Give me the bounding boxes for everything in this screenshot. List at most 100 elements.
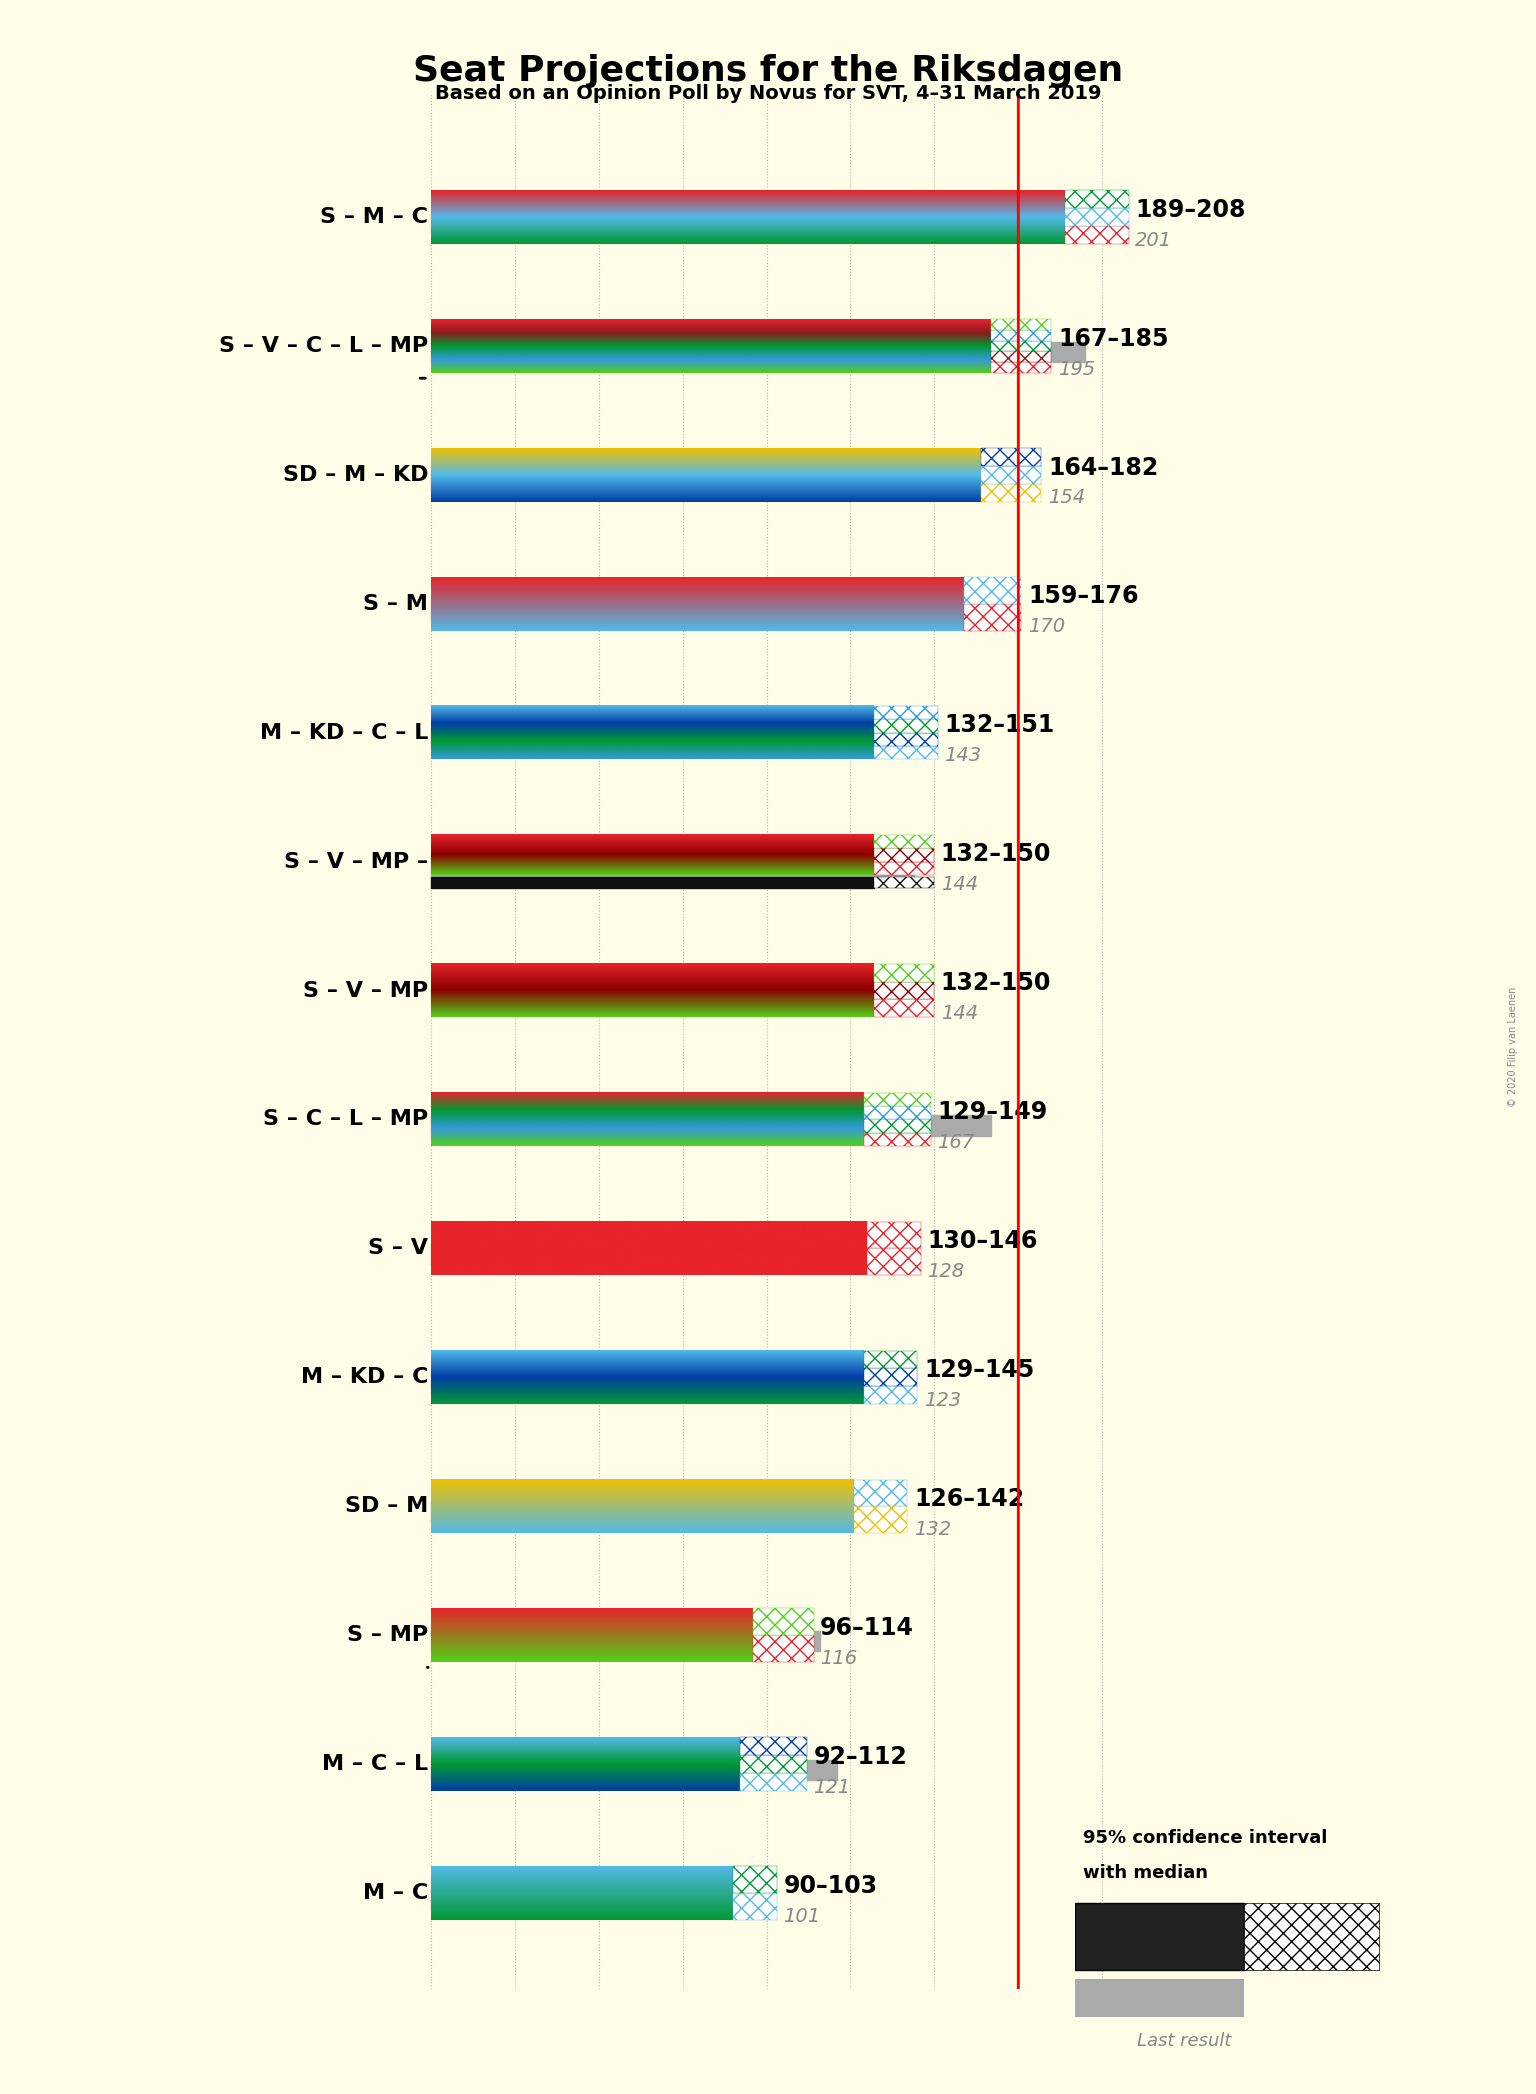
Bar — [874, 861, 934, 875]
Text: S – M: S – M — [362, 595, 429, 614]
Text: M – C – L: M – C – L — [323, 1755, 429, 1774]
Bar — [965, 578, 1021, 603]
Bar — [432, 1116, 991, 1135]
Text: 132: 132 — [914, 1520, 951, 1539]
Text: S – V: S – V — [369, 1238, 429, 1258]
Text: Last result: Last result — [1137, 2031, 1230, 2050]
Bar — [753, 1608, 814, 1635]
Bar — [874, 982, 934, 999]
Bar — [874, 720, 937, 733]
Text: 132–151: 132–151 — [945, 714, 1055, 737]
Bar — [432, 599, 1001, 620]
Text: SD – M – KD: SD – M – KD — [283, 465, 429, 486]
Text: 96–114: 96–114 — [820, 1617, 914, 1640]
Text: 159–176: 159–176 — [1028, 584, 1138, 609]
Bar — [854, 1480, 908, 1506]
Bar — [432, 1889, 770, 1910]
Bar — [874, 963, 934, 982]
Bar — [991, 341, 1052, 352]
Text: M – C: M – C — [362, 1883, 429, 1903]
Bar — [874, 733, 937, 745]
Text: 144: 144 — [942, 1005, 978, 1024]
Bar — [432, 1761, 837, 1780]
Bar — [991, 352, 1052, 362]
Text: 189–208: 189–208 — [1135, 197, 1246, 222]
Bar — [982, 448, 1041, 467]
Text: 130–146: 130–146 — [928, 1229, 1038, 1252]
Text: 164–182: 164–182 — [1048, 456, 1158, 480]
Bar — [991, 362, 1052, 373]
Text: S – M – C: S – M – C — [319, 207, 429, 226]
Text: S – V – MP –: S – V – MP – — [284, 852, 429, 871]
Text: 167: 167 — [937, 1133, 975, 1152]
Bar — [432, 471, 948, 492]
Text: © 2020 Filip van Laenen: © 2020 Filip van Laenen — [1508, 986, 1518, 1108]
Text: 90–103: 90–103 — [783, 1874, 877, 1897]
Text: 129–145: 129–145 — [925, 1357, 1034, 1382]
Bar — [965, 603, 1021, 630]
Bar — [863, 1120, 931, 1133]
Bar — [432, 877, 874, 888]
Bar — [991, 331, 1052, 341]
Text: M – KD – C – L: M – KD – C – L — [260, 722, 429, 743]
Text: 95% confidence interval: 95% confidence interval — [1083, 1828, 1327, 1847]
Text: 143: 143 — [945, 745, 982, 764]
Text: S – V – MP: S – V – MP — [303, 980, 429, 1001]
Bar — [432, 986, 914, 1007]
Bar — [991, 318, 1052, 331]
Text: 154: 154 — [1048, 488, 1086, 507]
Bar — [432, 729, 911, 750]
Bar — [863, 1106, 931, 1120]
Text: SD – M: SD – M — [346, 1497, 429, 1516]
Text: S – C – L – MP: S – C – L – MP — [263, 1110, 429, 1129]
Bar — [733, 1866, 777, 1893]
Bar — [874, 999, 934, 1018]
Text: 201: 201 — [1135, 230, 1172, 249]
Bar — [874, 836, 934, 848]
Text: 195: 195 — [1058, 360, 1095, 379]
Bar — [874, 706, 937, 720]
Bar — [1064, 191, 1129, 207]
Bar — [874, 877, 934, 888]
Bar — [874, 745, 937, 760]
Bar — [432, 1374, 843, 1393]
Text: S – V – C – L – MP: S – V – C – L – MP — [220, 335, 429, 356]
Text: with median: with median — [1083, 1864, 1207, 1883]
Bar — [1244, 1903, 1379, 1970]
Text: 92–112: 92–112 — [814, 1744, 908, 1769]
Bar — [1075, 1903, 1244, 1970]
Bar — [1064, 226, 1129, 243]
Bar — [982, 467, 1041, 484]
Bar — [740, 1774, 806, 1790]
Bar — [432, 214, 1104, 232]
Text: 129–149: 129–149 — [937, 1099, 1048, 1124]
Text: 121: 121 — [814, 1778, 851, 1797]
Bar — [982, 484, 1041, 503]
Bar — [753, 1635, 814, 1663]
Bar — [733, 1893, 777, 1920]
Text: 128: 128 — [928, 1263, 965, 1282]
Text: 132–150: 132–150 — [942, 972, 1051, 995]
Bar — [432, 341, 1084, 362]
Text: 101: 101 — [783, 1906, 820, 1926]
Bar — [740, 1738, 806, 1755]
Text: 132–150: 132–150 — [942, 842, 1051, 867]
Bar — [1064, 207, 1129, 226]
Bar — [432, 859, 914, 877]
Text: S – MP: S – MP — [347, 1625, 429, 1646]
Text: M – KD – C: M – KD – C — [301, 1367, 429, 1388]
Text: 126–142: 126–142 — [914, 1487, 1025, 1512]
Bar — [863, 1093, 931, 1106]
Bar — [868, 1221, 920, 1248]
Bar — [432, 1501, 874, 1522]
Bar — [863, 1351, 917, 1367]
Bar — [854, 1506, 908, 1533]
Text: 116: 116 — [820, 1648, 857, 1667]
Bar — [874, 848, 934, 861]
Text: 144: 144 — [942, 875, 978, 894]
Text: 167–185: 167–185 — [1058, 327, 1169, 350]
Text: Based on an Opinion Poll by Novus for SVT, 4–31 March 2019: Based on an Opinion Poll by Novus for SV… — [435, 84, 1101, 103]
Bar — [863, 1367, 917, 1386]
Bar — [863, 1133, 931, 1145]
Bar — [1075, 1979, 1244, 2017]
